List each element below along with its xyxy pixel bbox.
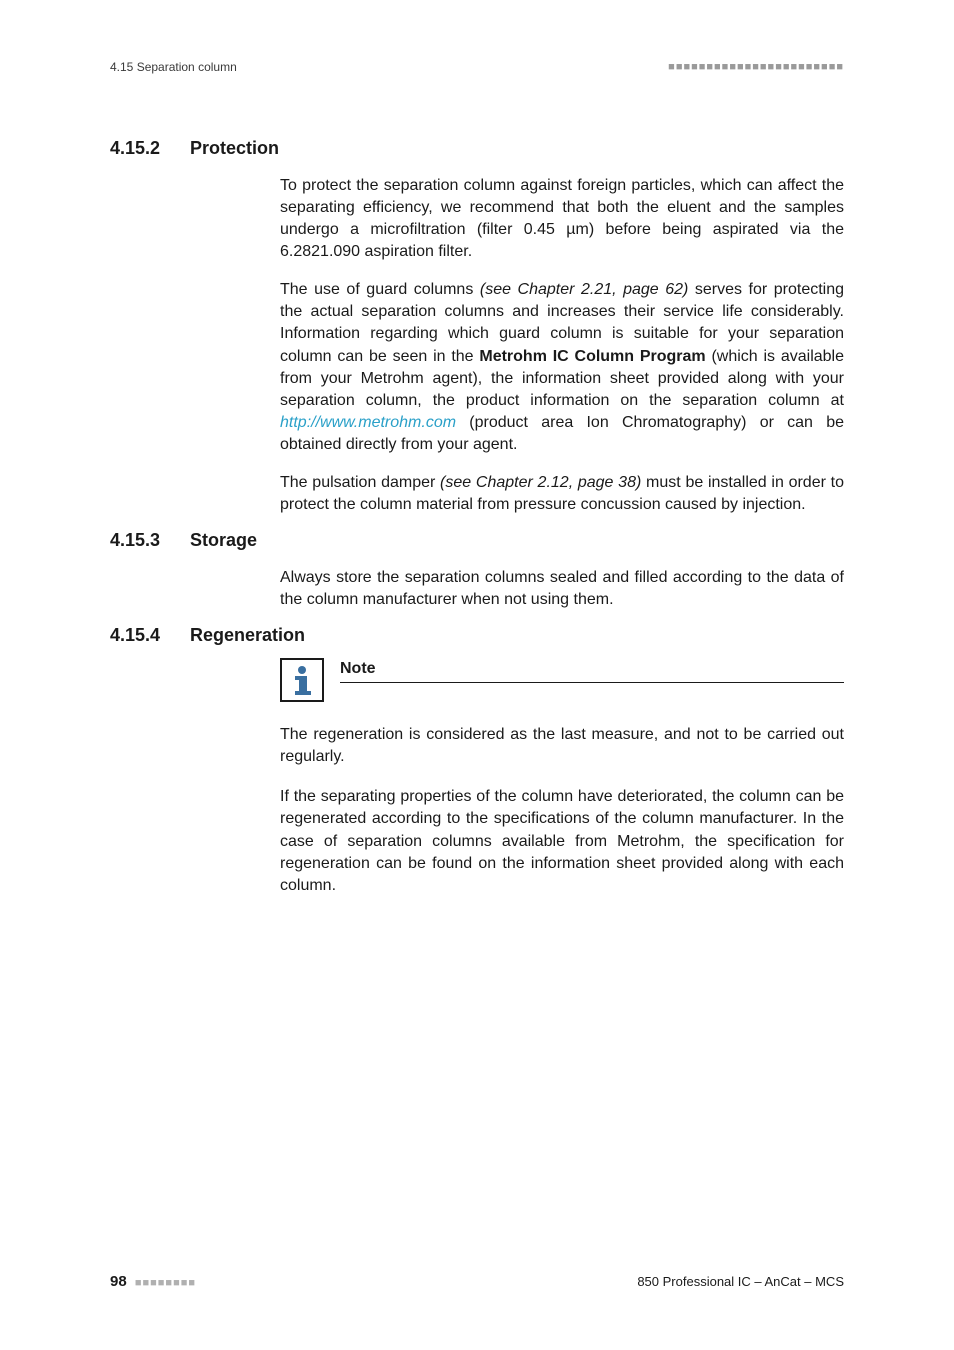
heading-title: Storage — [190, 530, 257, 551]
cross-reference: (see Chapter 2.21, page 62) — [480, 281, 688, 298]
heading-title: Protection — [190, 138, 279, 159]
header-section-ref: 4.15 Separation column — [110, 60, 237, 74]
info-icon — [280, 658, 324, 702]
heading-number: 4.15.2 — [110, 138, 190, 159]
paragraph: The use of guard columns (see Chapter 2.… — [280, 279, 844, 456]
heading-title: Regeneration — [190, 625, 305, 646]
running-header: 4.15 Separation column ■■■■■■■■■■■■■■■■■… — [110, 60, 844, 74]
external-link[interactable]: http://www.metrohm.com — [280, 414, 456, 431]
heading-protection: 4.15.2 Protection — [110, 138, 844, 159]
cross-reference: (see Chapter 2.12, page 38) — [440, 474, 641, 491]
section-body-regeneration: If the separating properties of the colu… — [280, 786, 844, 896]
heading-storage: 4.15.3 Storage — [110, 530, 844, 551]
page-number-block: 98 ■■■■■■■■ — [110, 1273, 196, 1290]
section-body-storage: Always store the separation columns seal… — [280, 567, 844, 611]
page-number: 98 — [110, 1273, 127, 1290]
heading-number: 4.15.4 — [110, 625, 190, 646]
note-title-wrap: Note — [340, 658, 844, 683]
page-footer: 98 ■■■■■■■■ 850 Professional IC – AnCat … — [110, 1273, 844, 1290]
text: The pulsation damper — [280, 474, 440, 491]
footer-ornament: ■■■■■■■■ — [135, 1277, 196, 1289]
document-title: 850 Professional IC – AnCat – MCS — [637, 1274, 844, 1289]
content-area: 4.15.2 Protection To protect the separat… — [110, 130, 844, 911]
header-ornament: ■■■■■■■■■■■■■■■■■■■■■■■ — [668, 61, 844, 73]
paragraph: If the separating properties of the colu… — [280, 786, 844, 896]
info-icon-svg — [289, 665, 315, 695]
heading-number: 4.15.3 — [110, 530, 190, 551]
paragraph: Always store the separation columns seal… — [280, 567, 844, 611]
program-name: Metrohm IC Column Program — [479, 348, 705, 365]
paragraph: To protect the separation column against… — [280, 175, 844, 263]
note-title: Note — [340, 660, 844, 678]
heading-regeneration: 4.15.4 Regeneration — [110, 625, 844, 646]
note-rule — [340, 682, 844, 683]
note-header-row: Note — [280, 658, 844, 702]
note-block: Note The regeneration is considered as t… — [280, 658, 844, 768]
section-body-protection: To protect the separation column against… — [280, 175, 844, 516]
paragraph: The pulsation damper (see Chapter 2.12, … — [280, 472, 844, 516]
note-body: The regeneration is considered as the la… — [280, 724, 844, 768]
page: 4.15 Separation column ■■■■■■■■■■■■■■■■■… — [0, 0, 954, 1350]
text: The use of guard columns — [280, 281, 480, 298]
